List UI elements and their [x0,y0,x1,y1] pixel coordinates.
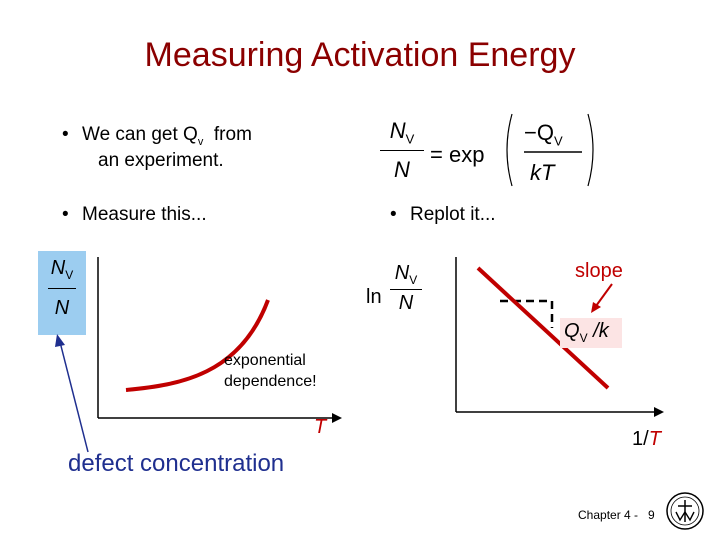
slope-arrow [591,283,613,313]
left-ylabel-bar [48,288,76,289]
bullet-sub: v [197,135,204,148]
left-ylabel-numerator: NV [50,257,74,282]
annotation-line: exponential [224,352,306,369]
arrhenius-equation: NV N = exp −QV kT [380,113,620,198]
bullet-dot: • [62,124,69,145]
equation-neg-qv: −QV [524,120,563,149]
right-ylabel-numerator: NV [394,262,418,287]
right-plot-axes [455,257,664,417]
bullet-experiment-line: an experiment. [98,150,224,171]
exponential-curve [125,299,270,392]
ylabel-highlight-box [38,251,86,335]
footer-chapter: Chapter 4 - 9 [578,508,655,522]
equation-denominator: N [394,157,410,183]
bullet-dot: • [62,204,69,225]
left-ylabel-denominator: N [54,297,70,319]
slope-value: QV /k [564,320,609,345]
defect-concentration-label: defect concentration [68,450,285,477]
bullet-text: Measure this... [82,204,207,225]
bullet-text: Replot it... [410,204,496,225]
annotation-line: dependence! [224,373,317,390]
slope-label: slope [575,260,623,282]
callout-arrow [55,334,89,453]
exponential-annotation: exponential dependence! [224,350,317,392]
right-ylabel: NV N [386,262,426,315]
equation-kt: kT [530,160,555,185]
equation-fraction-bar [380,150,424,152]
equation-exp-argument [506,113,594,187]
bullet-text: We can get Q [82,124,198,145]
equation-fraction: NV N [380,118,424,183]
equation-numerator: NV [389,118,415,147]
slope-triangle [500,299,554,328]
slide-title: Measuring Activation Energy [144,36,576,74]
arrhenius-line [476,266,610,390]
university-seal-icon [666,492,704,530]
right-ylabel-ln: ln [366,286,382,308]
left-plot-axes [97,257,342,423]
left-xlabel: T [314,416,327,438]
right-xlabel: 1/T [632,428,661,450]
bullet-get-qv: • We can get Qv from [62,124,252,148]
left-ylabel: NV N [40,257,84,320]
page-number: 9 [648,508,655,522]
slope-value-box [560,318,622,348]
bullet-text-from: from [213,124,252,145]
bullet-measure: • Measure this... [62,204,207,226]
bullet-replot: • Replot it... [390,204,496,226]
bullet-dot: • [390,204,397,225]
right-ylabel-bar [390,289,422,290]
equation-exp: = exp [430,142,485,167]
right-ylabel-denominator: N [398,292,414,314]
